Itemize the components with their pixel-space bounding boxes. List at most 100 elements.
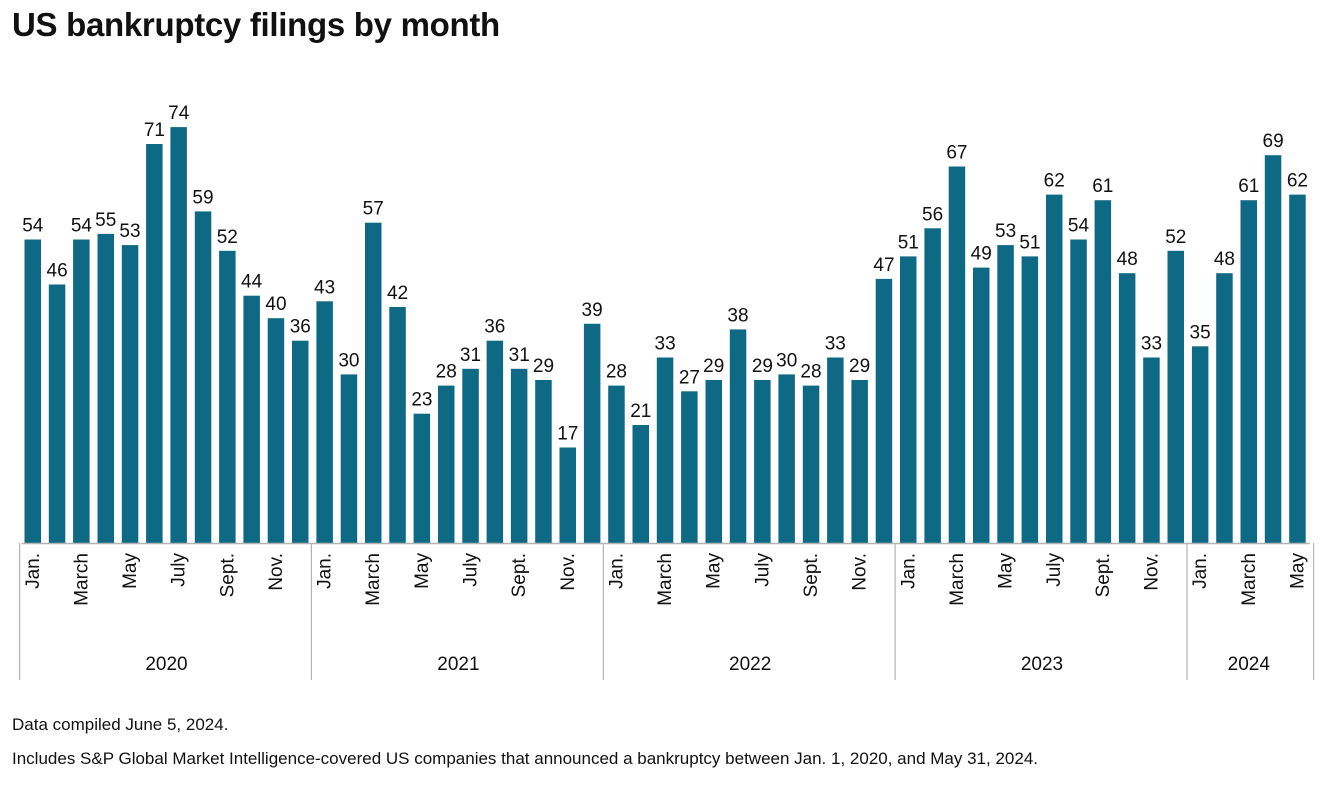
bar	[219, 250, 236, 544]
bar	[1240, 200, 1257, 543]
month-tick-label: July	[169, 553, 190, 587]
data-label: 74	[168, 103, 190, 124]
bar	[1143, 357, 1160, 543]
year-label: 2020	[145, 654, 187, 675]
data-label: 40	[265, 294, 286, 315]
bar	[656, 357, 674, 543]
bar	[365, 222, 382, 543]
data-label: 33	[825, 334, 846, 355]
data-label: 36	[290, 317, 311, 338]
bar	[948, 166, 966, 543]
data-label: 31	[460, 345, 481, 366]
data-label: 53	[119, 221, 140, 242]
month-tick-label: March	[655, 553, 676, 606]
data-label: 28	[800, 362, 821, 383]
month-tick-label: May	[412, 553, 433, 589]
data-label: 56	[922, 204, 943, 225]
bar	[608, 385, 625, 543]
month-tick-label: Nov.	[850, 553, 871, 591]
bar	[632, 425, 649, 543]
year-label: 2023	[1021, 654, 1063, 675]
month-tick-label: March	[1239, 553, 1260, 606]
month-tick-label: March	[947, 553, 968, 606]
data-label: 61	[1092, 176, 1113, 197]
month-tick-label: March	[71, 553, 92, 606]
data-label: 46	[47, 261, 68, 282]
data-label: 30	[776, 350, 797, 371]
data-label: 53	[995, 221, 1016, 242]
data-label: 51	[898, 232, 919, 253]
data-label: 29	[849, 356, 870, 377]
bar	[1021, 256, 1039, 543]
bar	[583, 323, 601, 543]
year-label: 2021	[437, 654, 479, 675]
chart-title: US bankruptcy filings by month	[12, 6, 500, 43]
bar	[194, 211, 212, 543]
bar	[681, 391, 698, 543]
month-tick-label: Sept.	[509, 553, 530, 597]
bar	[973, 267, 990, 543]
data-label: 28	[436, 362, 457, 383]
month-tick-label: Jan.	[606, 553, 627, 589]
bar	[48, 284, 66, 543]
data-label: 43	[314, 277, 335, 298]
bar	[827, 357, 844, 543]
bar	[438, 385, 455, 543]
data-label: 38	[727, 305, 748, 326]
bar	[1118, 273, 1136, 543]
month-tick-label: July	[752, 553, 773, 587]
data-label: 48	[1214, 249, 1235, 270]
data-label: 47	[873, 255, 894, 276]
bar	[486, 340, 504, 543]
year-label: 2024	[1228, 654, 1271, 675]
bar	[413, 413, 431, 543]
bar	[1289, 194, 1306, 543]
data-label: 69	[1263, 131, 1284, 152]
bar	[73, 239, 90, 543]
data-label: 33	[1141, 334, 1162, 355]
month-tick-label: Nov.	[1142, 553, 1163, 591]
bar	[1094, 200, 1112, 543]
month-tick-label: July	[461, 553, 482, 587]
data-label: 61	[1238, 176, 1259, 197]
data-label: 54	[1068, 216, 1090, 237]
bar	[754, 380, 771, 543]
data-label: 31	[509, 345, 530, 366]
bar	[340, 374, 358, 543]
data-label: 62	[1287, 171, 1308, 192]
bar	[462, 368, 479, 543]
data-label: 52	[1165, 227, 1186, 248]
data-label: 67	[946, 143, 967, 164]
bar	[997, 245, 1014, 543]
data-label: 35	[1190, 322, 1211, 343]
month-tick-label: Jan.	[898, 553, 919, 589]
month-tick-label: Sept.	[801, 553, 822, 597]
month-tick-label: Sept.	[217, 553, 238, 597]
bar	[1070, 239, 1087, 543]
data-label: 71	[144, 120, 165, 141]
month-tick-label: Nov.	[266, 553, 287, 591]
bar	[146, 144, 163, 543]
data-label: 21	[630, 401, 651, 422]
data-label: 36	[484, 317, 505, 338]
month-tick-label: Jan.	[315, 553, 336, 589]
data-label: 17	[557, 424, 578, 445]
data-label: 49	[971, 244, 992, 265]
bar	[267, 318, 285, 543]
data-label: 52	[217, 227, 238, 248]
data-label: 62	[1044, 171, 1065, 192]
bar	[389, 307, 406, 543]
month-tick-label: May	[996, 553, 1017, 589]
data-label: 51	[1019, 232, 1040, 253]
bar	[24, 239, 41, 543]
data-label: 59	[192, 187, 213, 208]
bar	[705, 380, 722, 543]
data-label: 28	[606, 362, 627, 383]
month-tick-label: March	[363, 553, 384, 606]
year-label: 2022	[729, 654, 771, 675]
bar	[851, 380, 868, 543]
month-tick-label: May	[704, 553, 725, 589]
bar	[121, 245, 139, 543]
data-label: 55	[95, 210, 116, 231]
data-label: 29	[533, 356, 554, 377]
